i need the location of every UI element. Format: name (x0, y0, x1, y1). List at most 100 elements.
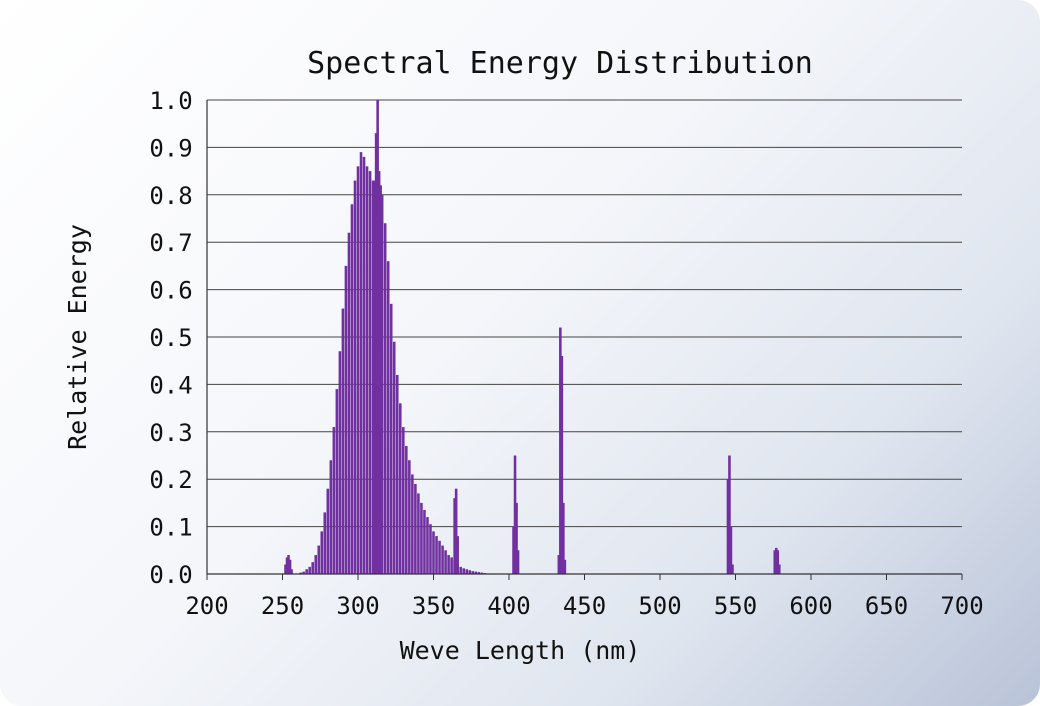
chart-title: Spectral Energy Distribution (307, 46, 813, 81)
spectrum-bar (465, 569, 469, 574)
x-tick-label-2: 300 (336, 592, 379, 620)
spectrum-bar (362, 156, 366, 574)
spectrum-bar (726, 479, 730, 574)
x-axis-label: Weve Length (nm) (400, 636, 641, 665)
spectrum-bar (557, 555, 561, 574)
spectrum-bar (338, 351, 342, 574)
spectrum-bar (563, 559, 567, 574)
spectrum-bar (380, 194, 384, 575)
spectrum-bar (341, 308, 345, 574)
spectrum-bar (559, 327, 562, 574)
spectrum-bar (513, 455, 517, 574)
x-tick-label-5: 450 (563, 592, 606, 620)
spectrum-bar (308, 566, 311, 574)
spectrum-bar (471, 571, 475, 574)
spectrum-bar (392, 341, 396, 574)
y-tick-label-7: 0.7 (149, 229, 192, 257)
spectrum-bar (326, 488, 330, 574)
spectrum-bar (731, 564, 734, 574)
y-axis-label: Relative Energy (63, 224, 92, 450)
spectrum-bar (365, 166, 369, 575)
spectrum-bar (408, 460, 411, 574)
spectrum-bar (344, 265, 348, 574)
spectrum-bar (350, 204, 354, 574)
spectrum-bar (450, 557, 453, 574)
spectrum-bar (560, 355, 564, 574)
y-tick-label-2: 0.2 (149, 466, 192, 494)
spectrum-bar (468, 570, 472, 574)
spectrum-bar (317, 545, 321, 574)
spectrum-bar (480, 572, 484, 574)
spectrum-bar (778, 564, 781, 574)
x-tick-label-0: 200 (185, 592, 228, 620)
spectrum-bar (386, 261, 390, 574)
spectrum-bar (512, 526, 515, 574)
spectrum-bar (402, 427, 405, 574)
grid-lines (207, 99, 962, 528)
spectrum-bar (359, 152, 363, 574)
spectrum-bar (368, 171, 372, 574)
x-tick-labels: 200 250 300 350 400 450 500 550 600 650 700 (185, 592, 983, 620)
spectrum-bar (474, 571, 478, 574)
spectrum-bar (395, 374, 399, 574)
y-tick-label-8: 0.8 (149, 182, 192, 210)
x-tick-label-3: 350 (412, 592, 455, 620)
spectrum-bar (432, 531, 435, 574)
spectrum-bar (729, 526, 733, 574)
y-tick-label-4: 0.4 (149, 371, 192, 399)
y-tick-labels: 0.0 0.1 0.2 0.3 0.4 0.5 0.6 0.7 0.8 0.9 1.0 (149, 87, 192, 589)
spectrum-bar (774, 547, 778, 574)
spectrum-bar (398, 403, 402, 574)
spectrum-bar (329, 460, 333, 574)
spectrum-bar (323, 512, 327, 574)
spectrum-bar (356, 166, 360, 575)
spectrum-bar (290, 569, 293, 574)
spectrum-bar (516, 550, 520, 574)
spectrum-bar (426, 517, 429, 574)
spectrum-bar (429, 524, 432, 574)
x-tick-label-1: 250 (261, 592, 304, 620)
spectrum-bar (353, 180, 357, 574)
x-tick-label-7: 550 (714, 592, 757, 620)
y-tick-label-10: 1.0 (149, 87, 192, 115)
x-tick-label-10: 700 (940, 592, 983, 620)
spectrum-bar (302, 571, 305, 574)
spectrum-bar (377, 171, 381, 574)
spectrum-bar (299, 572, 302, 574)
spectrum-bar (314, 555, 318, 574)
spectrum-bar (423, 510, 426, 574)
spectrum-bar (438, 540, 441, 574)
spectrum-bars (284, 100, 781, 575)
x-tick-label-8: 600 (789, 592, 832, 620)
spectrum-bar (320, 531, 324, 574)
spectrum-bar (311, 562, 314, 574)
spectrum-bar (414, 483, 417, 574)
spectrum-bar (453, 498, 456, 574)
spectrum-bar (459, 566, 462, 574)
y-tick-label-6: 0.6 (149, 277, 192, 305)
spectrum-bar (456, 536, 459, 574)
spectrum-bar (284, 564, 287, 574)
spectrum-bar (417, 493, 420, 574)
y-tick-label-9: 0.9 (149, 134, 192, 162)
spectrum-bar (305, 569, 308, 574)
spectrum-bar (335, 389, 339, 574)
spectrum-bar (373, 180, 376, 574)
x-tick-label-6: 500 (638, 592, 681, 620)
spectrum-bar (285, 557, 289, 574)
spectrum-bar (462, 568, 465, 574)
y-tick-label-0: 0.0 (149, 561, 192, 589)
spectrum-bar (454, 488, 458, 574)
x-tick-label-9: 650 (865, 592, 908, 620)
spectrum-bar (562, 502, 565, 574)
spectrum-bar (776, 550, 780, 574)
spectrum-bar (441, 545, 444, 574)
spectrum-bar (435, 536, 438, 574)
spectrum-bar (728, 455, 731, 574)
y-tick-label-3: 0.3 (149, 419, 192, 447)
spectrum-bar (389, 303, 393, 574)
spectrum-bar (515, 502, 518, 574)
spectrum-bar (347, 232, 351, 574)
